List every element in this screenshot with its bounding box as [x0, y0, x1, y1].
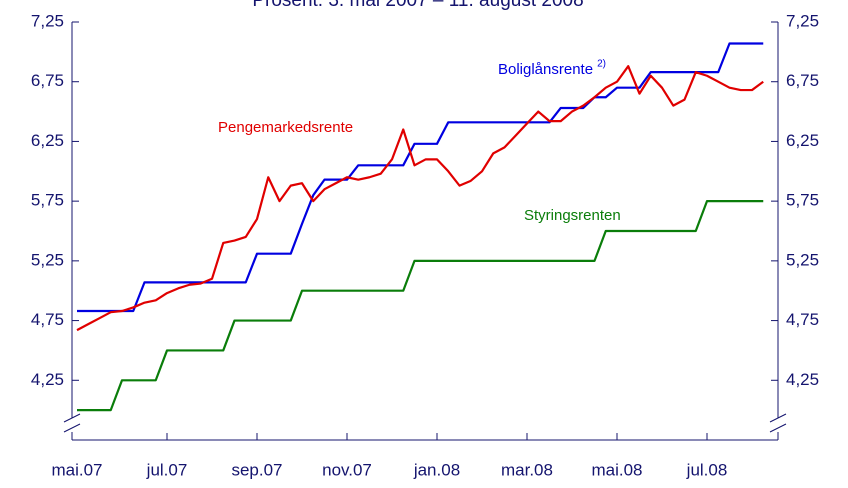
x-tick-label: jul.08: [686, 460, 728, 479]
series-line: [77, 200, 764, 412]
x-tick-label: nov.07: [322, 460, 372, 479]
break-mark: [769, 413, 787, 423]
y2-tick-label: 5,25: [786, 250, 819, 269]
x-tick-label: sep.07: [231, 460, 282, 479]
y-tick-label: 6,25: [31, 131, 64, 150]
y2-tick-label: 6,25: [786, 131, 819, 150]
y2-tick-label: 6,75: [786, 71, 819, 90]
series-line: [77, 42, 764, 313]
series-label: Styringsrenten: [524, 207, 621, 224]
x-tick-label: mai.08: [591, 460, 642, 479]
series-label: Boliglånsrente: [498, 61, 593, 78]
y-tick-label: 5,25: [31, 250, 64, 269]
y-tick-label: 6,75: [31, 71, 64, 90]
axis-break: [63, 413, 787, 433]
y2-tick-label: 7,25: [786, 11, 819, 30]
y-tick-label: 4,25: [31, 370, 64, 389]
break-mark: [769, 423, 787, 433]
series-line: [76, 65, 764, 332]
y-tick-label: 7,25: [31, 11, 64, 30]
footnote-marker: 2): [597, 59, 606, 70]
y2-tick-label: 4,25: [786, 370, 819, 389]
series-label: Pengemarkedsrente: [218, 119, 353, 136]
y2-tick-label: 4,75: [786, 310, 819, 329]
y-tick-label: 5,75: [31, 191, 64, 210]
y2-tick-label: 5,75: [786, 191, 819, 210]
y-tick-label: 4,75: [31, 310, 64, 329]
x-tick-label: mar.08: [501, 460, 553, 479]
x-tick-label: jul.07: [146, 460, 188, 479]
x-tick-label: jan.08: [413, 460, 460, 479]
chart-title: Prosent. 3. mai 2007 – 11. august 2008: [252, 0, 583, 11]
x-tick-label: mai.07: [51, 460, 102, 479]
break-mark: [63, 423, 81, 433]
break-mark: [63, 413, 81, 423]
